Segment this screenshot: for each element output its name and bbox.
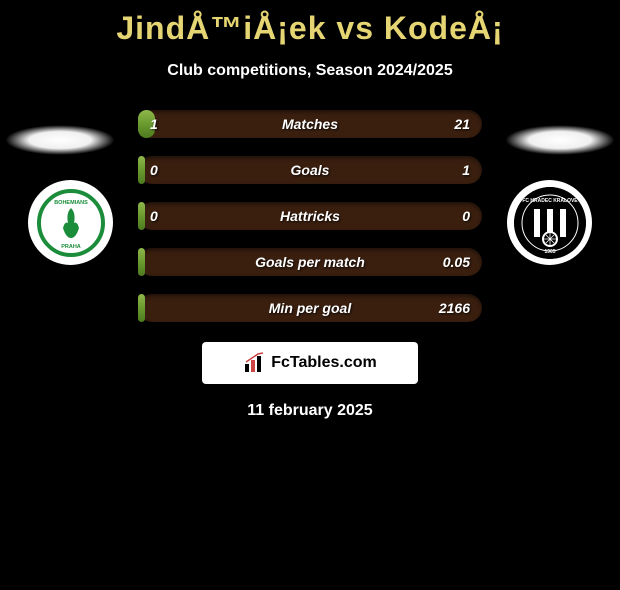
metric-row: Goals per match 0.05: [138, 248, 482, 276]
page-title: JindÅ™iÅ¡ek vs KodeÅ¡: [0, 10, 620, 47]
metric-label: Goals: [138, 162, 482, 178]
brand-footer: FcTables.com: [202, 342, 418, 384]
bohemians-crest-icon: BOHEMIANS PRAHA: [37, 189, 105, 257]
svg-text:1905: 1905: [544, 249, 555, 255]
metric-right-value: 0: [462, 208, 470, 224]
spotlight-left: [5, 125, 115, 155]
team-badge-left: BOHEMIANS PRAHA: [28, 180, 113, 265]
hradec-crest-icon: FC HRADEC KRÁLOVÉ 1905: [514, 187, 586, 259]
fctables-logo: FcTables.com: [243, 352, 377, 374]
metric-label: Matches: [138, 116, 482, 132]
metric-label: Hattricks: [138, 208, 482, 224]
page-subtitle: Club competitions, Season 2024/2025: [0, 62, 620, 80]
metric-row: 0 Goals 1: [138, 156, 482, 184]
chart-icon: [243, 352, 265, 374]
metric-label: Goals per match: [138, 254, 482, 270]
date-line: 11 february 2025: [0, 402, 620, 420]
metric-label: Min per goal: [138, 300, 482, 316]
metric-row: 0 Hattricks 0: [138, 202, 482, 230]
svg-text:FC HRADEC KRÁLOVÉ: FC HRADEC KRÁLOVÉ: [522, 196, 578, 204]
metric-right-value: 1: [462, 162, 470, 178]
comparison-bars: 1 Matches 21 0 Goals 1 0 Hattricks 0 Goa…: [138, 110, 482, 322]
metric-row: Min per goal 2166: [138, 294, 482, 322]
metric-right-value: 21: [454, 116, 470, 132]
svg-text:PRAHA: PRAHA: [61, 244, 81, 250]
comparison-stage: BOHEMIANS PRAHA FC HRADEC KRÁLOVÉ 1905: [0, 110, 620, 420]
metric-right-value: 2166: [439, 300, 470, 316]
svg-text:BOHEMIANS: BOHEMIANS: [54, 200, 88, 206]
metric-row: 1 Matches 21: [138, 110, 482, 138]
brand-text: FcTables.com: [271, 354, 377, 372]
team-badge-right: FC HRADEC KRÁLOVÉ 1905: [507, 180, 592, 265]
spotlight-right: [505, 125, 615, 155]
metric-right-value: 0.05: [443, 254, 470, 270]
